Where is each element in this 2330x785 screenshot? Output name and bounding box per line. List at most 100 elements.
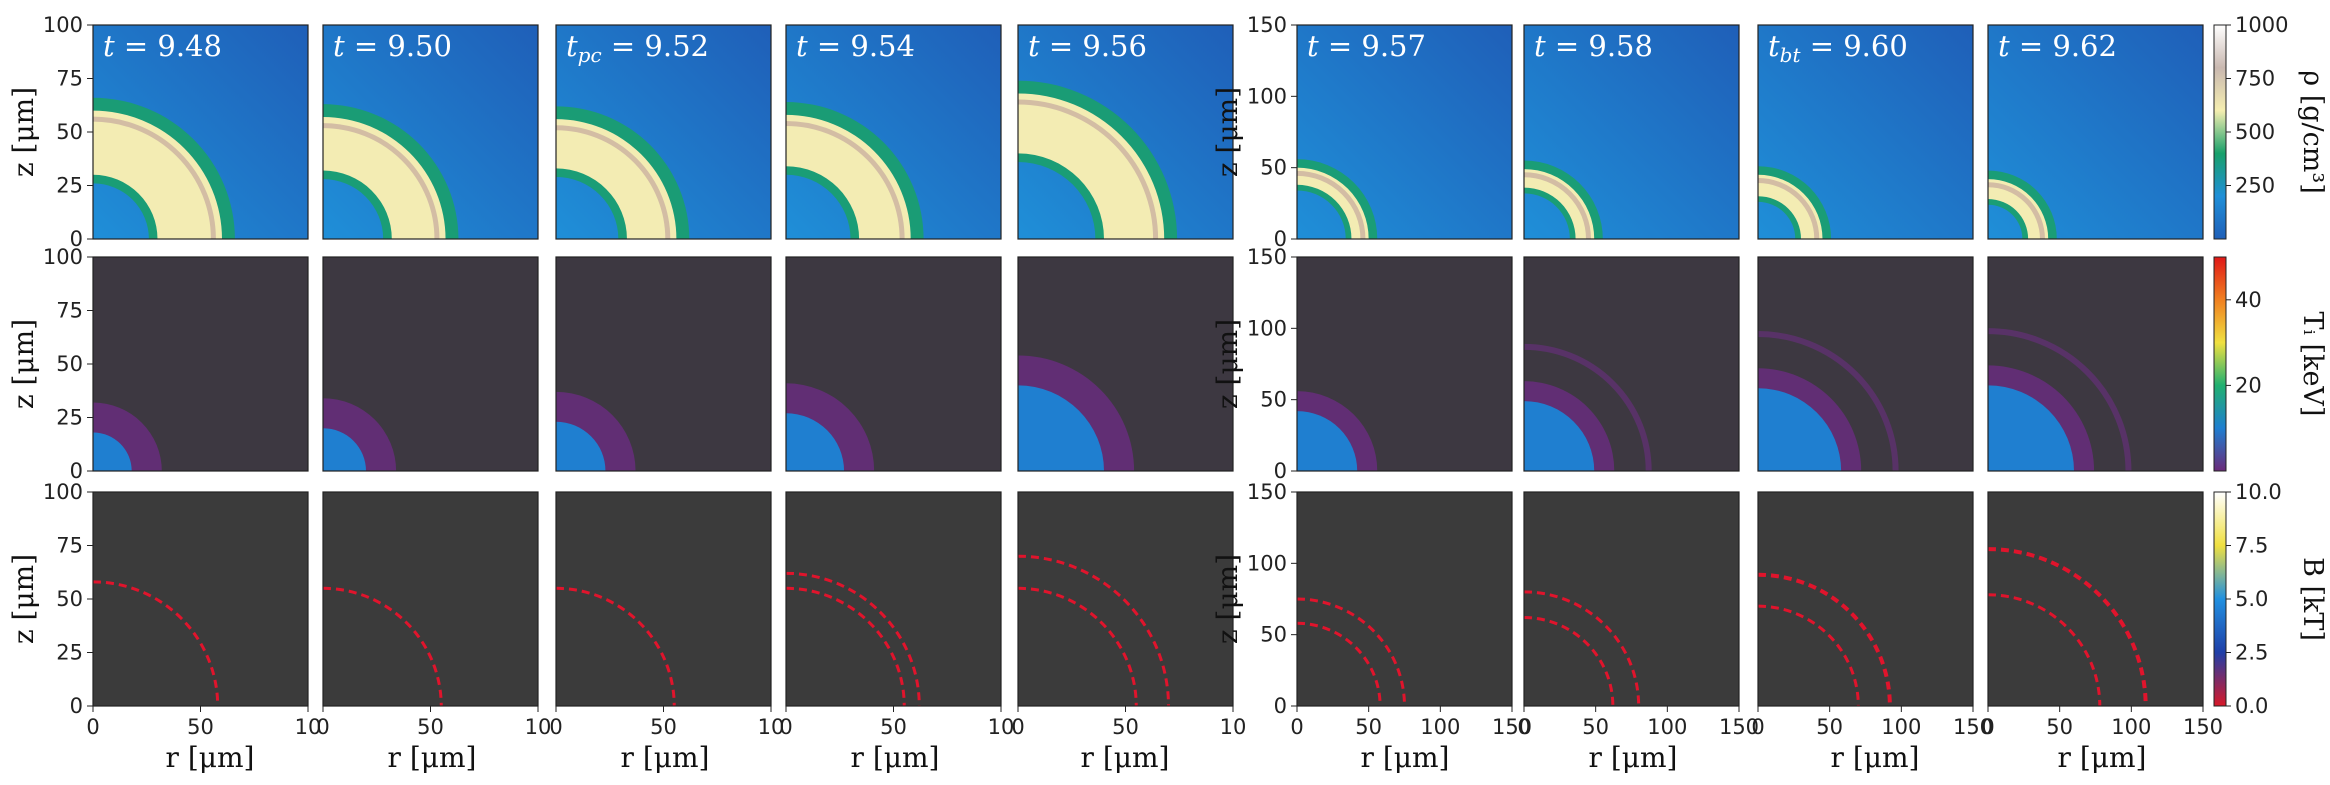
panel-2-7 [1523,256,1740,472]
xtick-label: 0 [1981,715,1994,739]
temperature-outer-front [1524,343,1652,471]
xtick-label: 0 [316,715,329,739]
xtick-label: 50 [187,715,214,739]
xtick-label: 100 [2111,715,2151,739]
ylabel: z [μm] [1211,87,1244,177]
density-shell-peak [1988,182,2045,239]
ytick-label: 100 [1247,551,1287,575]
ytick-label: 150 [1247,245,1287,269]
colorbars: 250 500 750 1000 ρ [g/cm³] 20 40 Tᵢ [keV] 0.0 2.5… [2213,13,2328,718]
density-shell [556,119,677,239]
ytick-label: 0 [1274,459,1287,483]
panel-frame [785,256,1002,472]
colorbar-label: ρ [g/cm³] [2297,70,2328,193]
bfield-background [93,492,308,706]
temperature-hotspot [323,428,366,471]
colorbar-tick-label: 40 [2235,288,2262,312]
ylabel: z [μm] [7,87,40,177]
colorbar-gradient [2213,256,2227,472]
time-label: t = 9.50 [333,29,452,63]
density-shell-peak [786,120,905,239]
panel-frame [322,24,539,240]
bfield-background [1018,492,1233,706]
ytick-label: 0 [70,694,83,718]
xlabel-panel-6: r [μm] [1361,741,1450,774]
xtick-label: 50 [1355,715,1382,739]
panel-1-2: t = 9.50 [322,24,539,240]
panel-2-3 [555,256,772,472]
panel-3-5: 0 50 10 [1011,491,1247,739]
xlabel-panel-5: r [μm] [1081,741,1170,774]
density-shell-peak [323,123,440,239]
panel-frame [555,256,772,472]
colorbar-tick-label: 5.0 [2235,587,2268,611]
xtick-label: 50 [650,715,677,739]
xtick-label: 0 [1011,715,1024,739]
xtick-label: 0 [1517,715,1530,739]
panel-frame [555,24,772,240]
panel-2-4 [785,256,1002,472]
ytick-label: 75 [56,299,83,323]
panel-frame [1757,491,1974,707]
colorbar-tick-label: 1000 [2235,13,2288,37]
xtick-label: 10 [525,715,552,739]
panel-frame [785,24,1002,240]
panel-frame [1523,24,1740,240]
time-label: tpc = 9.52 [566,29,709,67]
panel-frame [322,256,539,472]
panel-frame [1296,256,1513,472]
density-shell-peak [93,116,216,239]
ytick-label: 50 [1260,388,1287,412]
temperature-hotspot [93,432,132,471]
temperature-outer-front [1988,328,2132,471]
bfield-background [323,492,538,706]
ytick-label: 50 [56,352,83,376]
ytick-label: 150 [1247,13,1287,37]
temperature-hotspot [556,421,606,471]
ytick-label: 0 [70,227,83,251]
xtick-label: 50 [1112,715,1139,739]
xtick-label: 150 [1719,715,1759,739]
density-shell [1988,179,2049,239]
panel-2-5 [1017,256,1234,472]
ytick-label: 75 [56,67,83,91]
xlabel-panel-9: r [μm] [2058,741,2147,774]
panel-3-3: 0 50 10 [549,491,784,739]
colorbar-tick-label: 20 [2235,373,2262,397]
xtick-label: 0 [86,715,99,739]
bfield-front [1018,586,1138,706]
colorbar-tick-label: 10.0 [2235,480,2282,504]
xtick-label: 150 [2183,715,2223,739]
bfield-front [1018,554,1170,706]
xtick-label: 10 [1220,715,1247,739]
ytick-label: 75 [56,534,83,558]
time-label: t = 9.54 [796,29,915,63]
bfield-background [786,492,1001,706]
ytick-label: 100 [1247,84,1287,108]
xtick-label: 50 [1816,715,1843,739]
bfield-front [786,571,921,706]
time-label: t = 9.58 [1534,29,1653,63]
xtick-label: 0 [1751,715,1764,739]
density-shell-peak [556,125,671,239]
density-shell-peak [1524,172,1591,239]
density-shell [1758,174,1823,239]
panel-3-1: 0 25 50 75 100 z [μm] 0 50 10 [7,480,321,739]
time-label: t = 9.62 [1998,29,2117,63]
bfield-front [1297,621,1382,706]
bfield-background [1524,492,1739,706]
xtick-label: 50 [880,715,907,739]
time-label: tbt = 9.60 [1768,29,1908,67]
panel-1-1: t = 9.48 0 25 50 75 100 z [μm] [7,13,309,251]
ytick-label: 0 [70,459,83,483]
density-shell [1297,167,1369,239]
colorbar-tick-label: 500 [2235,120,2275,144]
panel-frame [1757,24,1974,240]
bfield-front [1988,547,2148,706]
xtick-label: 150 [1953,715,1993,739]
ylabel: z [μm] [1211,554,1244,644]
temperature-hotspot [1297,411,1358,471]
xlabel-panel-4: r [μm] [851,741,940,774]
